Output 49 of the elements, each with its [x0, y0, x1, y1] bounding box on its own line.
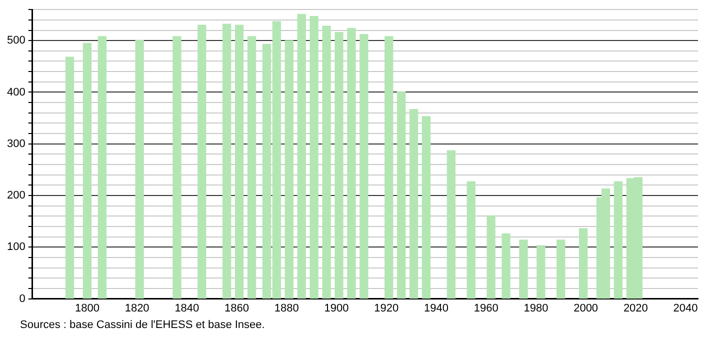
x-tick-label: 1960 — [474, 302, 498, 314]
x-tick-label: 1980 — [524, 302, 548, 314]
bar — [446, 150, 456, 299]
bar — [65, 56, 74, 299]
bar — [247, 36, 256, 299]
x-tick-label: 1820 — [124, 302, 150, 314]
x-tick-label: 1800 — [74, 302, 100, 314]
x-tick-label: 1940 — [424, 302, 448, 314]
bar — [578, 228, 588, 299]
bar — [98, 36, 106, 299]
x-tick-label: 1860 — [224, 302, 250, 314]
y-tick-label: 200 — [6, 190, 26, 202]
x-tick-label: 1900 — [324, 302, 349, 314]
y-tick-label: 500 — [6, 34, 26, 47]
bar — [409, 108, 418, 299]
bar — [347, 28, 356, 299]
bar — [536, 245, 546, 299]
bar — [519, 240, 528, 299]
x-tick-label: 2020 — [623, 302, 648, 314]
y-tick-label: 400 — [6, 86, 26, 98]
bar — [384, 36, 394, 299]
bar — [222, 24, 232, 299]
bar — [486, 215, 496, 299]
bar — [556, 240, 566, 299]
bar — [396, 91, 406, 299]
bar — [422, 116, 431, 299]
bar — [310, 16, 318, 299]
bar — [614, 181, 623, 299]
bar — [334, 32, 344, 299]
y-tick-label: 0 — [19, 292, 26, 305]
bar — [172, 36, 182, 299]
x-tick-label: 1880 — [274, 302, 299, 314]
bar — [360, 34, 368, 299]
bar — [322, 26, 331, 299]
bar — [297, 14, 306, 299]
x-tick-label: 2000 — [574, 302, 598, 314]
bar — [466, 181, 476, 299]
bar — [502, 233, 510, 299]
x-tick-label: 1840 — [174, 302, 200, 314]
bar — [135, 40, 144, 299]
y-tick-label: 100 — [6, 241, 26, 254]
y-tick-label: 300 — [6, 138, 26, 150]
bar — [284, 40, 294, 299]
bar — [82, 42, 92, 299]
bar — [198, 24, 206, 299]
source-note: Sources : base Cassini de l'EHESS et base Insee. — [20, 319, 265, 331]
x-tick-label: 2040 — [673, 302, 698, 314]
x-tick-label: 1920 — [374, 302, 399, 314]
bar — [234, 24, 244, 299]
